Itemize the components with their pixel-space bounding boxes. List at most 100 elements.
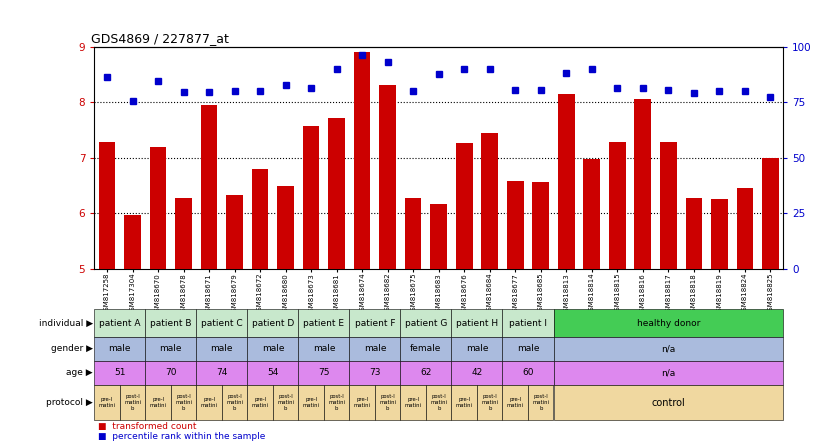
Text: post-I
matini
b: post-I matini b: [175, 394, 192, 411]
Bar: [349, 361, 400, 385]
Text: male: male: [364, 345, 386, 353]
Bar: [354, 52, 370, 269]
Text: male: male: [516, 345, 539, 353]
Bar: [175, 198, 192, 269]
Bar: [735, 188, 752, 269]
Text: 54: 54: [267, 369, 278, 377]
Bar: [451, 385, 477, 420]
Text: male: male: [160, 345, 182, 353]
Bar: [196, 385, 222, 420]
Text: pre-I
matini: pre-I matini: [405, 397, 421, 408]
Text: pre-I
matini: pre-I matini: [98, 397, 115, 408]
Bar: [247, 361, 298, 385]
Text: ■  percentile rank within the sample: ■ percentile rank within the sample: [98, 432, 265, 441]
Text: patient B: patient B: [150, 319, 192, 328]
Text: male: male: [312, 345, 335, 353]
Bar: [98, 142, 115, 269]
Bar: [553, 309, 782, 337]
Text: post-I
matini
b: post-I matini b: [532, 394, 549, 411]
Bar: [710, 199, 726, 269]
Bar: [553, 337, 782, 361]
Text: pre-I
matini: pre-I matini: [149, 397, 166, 408]
Bar: [349, 337, 400, 361]
Bar: [298, 337, 349, 361]
Bar: [761, 158, 778, 269]
Text: post-I
matini
b: post-I matini b: [124, 394, 141, 411]
Text: pre-I
matini: pre-I matini: [506, 397, 523, 408]
Text: 42: 42: [471, 369, 482, 377]
Bar: [251, 169, 268, 269]
Bar: [247, 385, 273, 420]
Bar: [349, 385, 374, 420]
Text: individual ▶: individual ▶: [38, 319, 93, 328]
Bar: [247, 309, 298, 337]
Text: 60: 60: [522, 369, 533, 377]
Text: pre-I
matini: pre-I matini: [201, 397, 217, 408]
Bar: [170, 385, 196, 420]
Text: post-I
matini
b: post-I matini b: [226, 394, 242, 411]
Bar: [145, 337, 196, 361]
Text: pre-I
matini: pre-I matini: [251, 397, 269, 408]
Bar: [94, 337, 145, 361]
Bar: [400, 385, 425, 420]
Bar: [374, 385, 400, 420]
Text: post-I
matini
b: post-I matini b: [481, 394, 498, 411]
Bar: [247, 337, 298, 361]
Bar: [506, 182, 523, 269]
Bar: [477, 385, 502, 420]
Text: GDS4869 / 227877_at: GDS4869 / 227877_at: [91, 32, 229, 45]
Text: 70: 70: [165, 369, 176, 377]
Bar: [451, 361, 502, 385]
Bar: [324, 385, 349, 420]
Bar: [400, 337, 451, 361]
Bar: [94, 385, 120, 420]
Bar: [481, 133, 497, 269]
Bar: [196, 337, 247, 361]
Text: post-I
matini
b: post-I matini b: [378, 394, 396, 411]
Bar: [222, 385, 247, 420]
Bar: [659, 142, 676, 269]
Bar: [328, 118, 345, 269]
Text: post-I
matini
b: post-I matini b: [277, 394, 294, 411]
Text: 62: 62: [420, 369, 431, 377]
Bar: [502, 361, 553, 385]
Bar: [298, 309, 349, 337]
Text: patient D: patient D: [251, 319, 294, 328]
Text: patient C: patient C: [201, 319, 242, 328]
Text: patient I: patient I: [509, 319, 546, 328]
Text: patient G: patient G: [405, 319, 446, 328]
Bar: [553, 361, 782, 385]
Bar: [634, 99, 650, 269]
Text: male: male: [261, 345, 283, 353]
Bar: [226, 195, 242, 269]
Bar: [502, 309, 553, 337]
Text: male: male: [210, 345, 233, 353]
Bar: [298, 385, 324, 420]
Text: protocol ▶: protocol ▶: [46, 398, 93, 407]
Bar: [527, 385, 553, 420]
Text: patient E: patient E: [303, 319, 344, 328]
Bar: [557, 94, 574, 269]
Text: 51: 51: [114, 369, 125, 377]
Bar: [400, 309, 451, 337]
Bar: [583, 159, 600, 269]
Bar: [451, 337, 502, 361]
Bar: [298, 361, 349, 385]
Bar: [532, 182, 549, 269]
Bar: [451, 309, 502, 337]
Text: patient F: patient F: [355, 319, 395, 328]
Bar: [120, 385, 145, 420]
Bar: [502, 337, 553, 361]
Bar: [349, 309, 400, 337]
Bar: [145, 309, 196, 337]
Text: healthy donor: healthy donor: [636, 319, 699, 328]
Bar: [201, 105, 217, 269]
Text: post-I
matini
b: post-I matini b: [328, 394, 345, 411]
Bar: [196, 361, 247, 385]
Bar: [196, 309, 247, 337]
Bar: [430, 204, 446, 269]
Text: male: male: [108, 345, 131, 353]
Bar: [553, 385, 782, 420]
Text: patient A: patient A: [99, 319, 140, 328]
Text: control: control: [650, 398, 685, 408]
